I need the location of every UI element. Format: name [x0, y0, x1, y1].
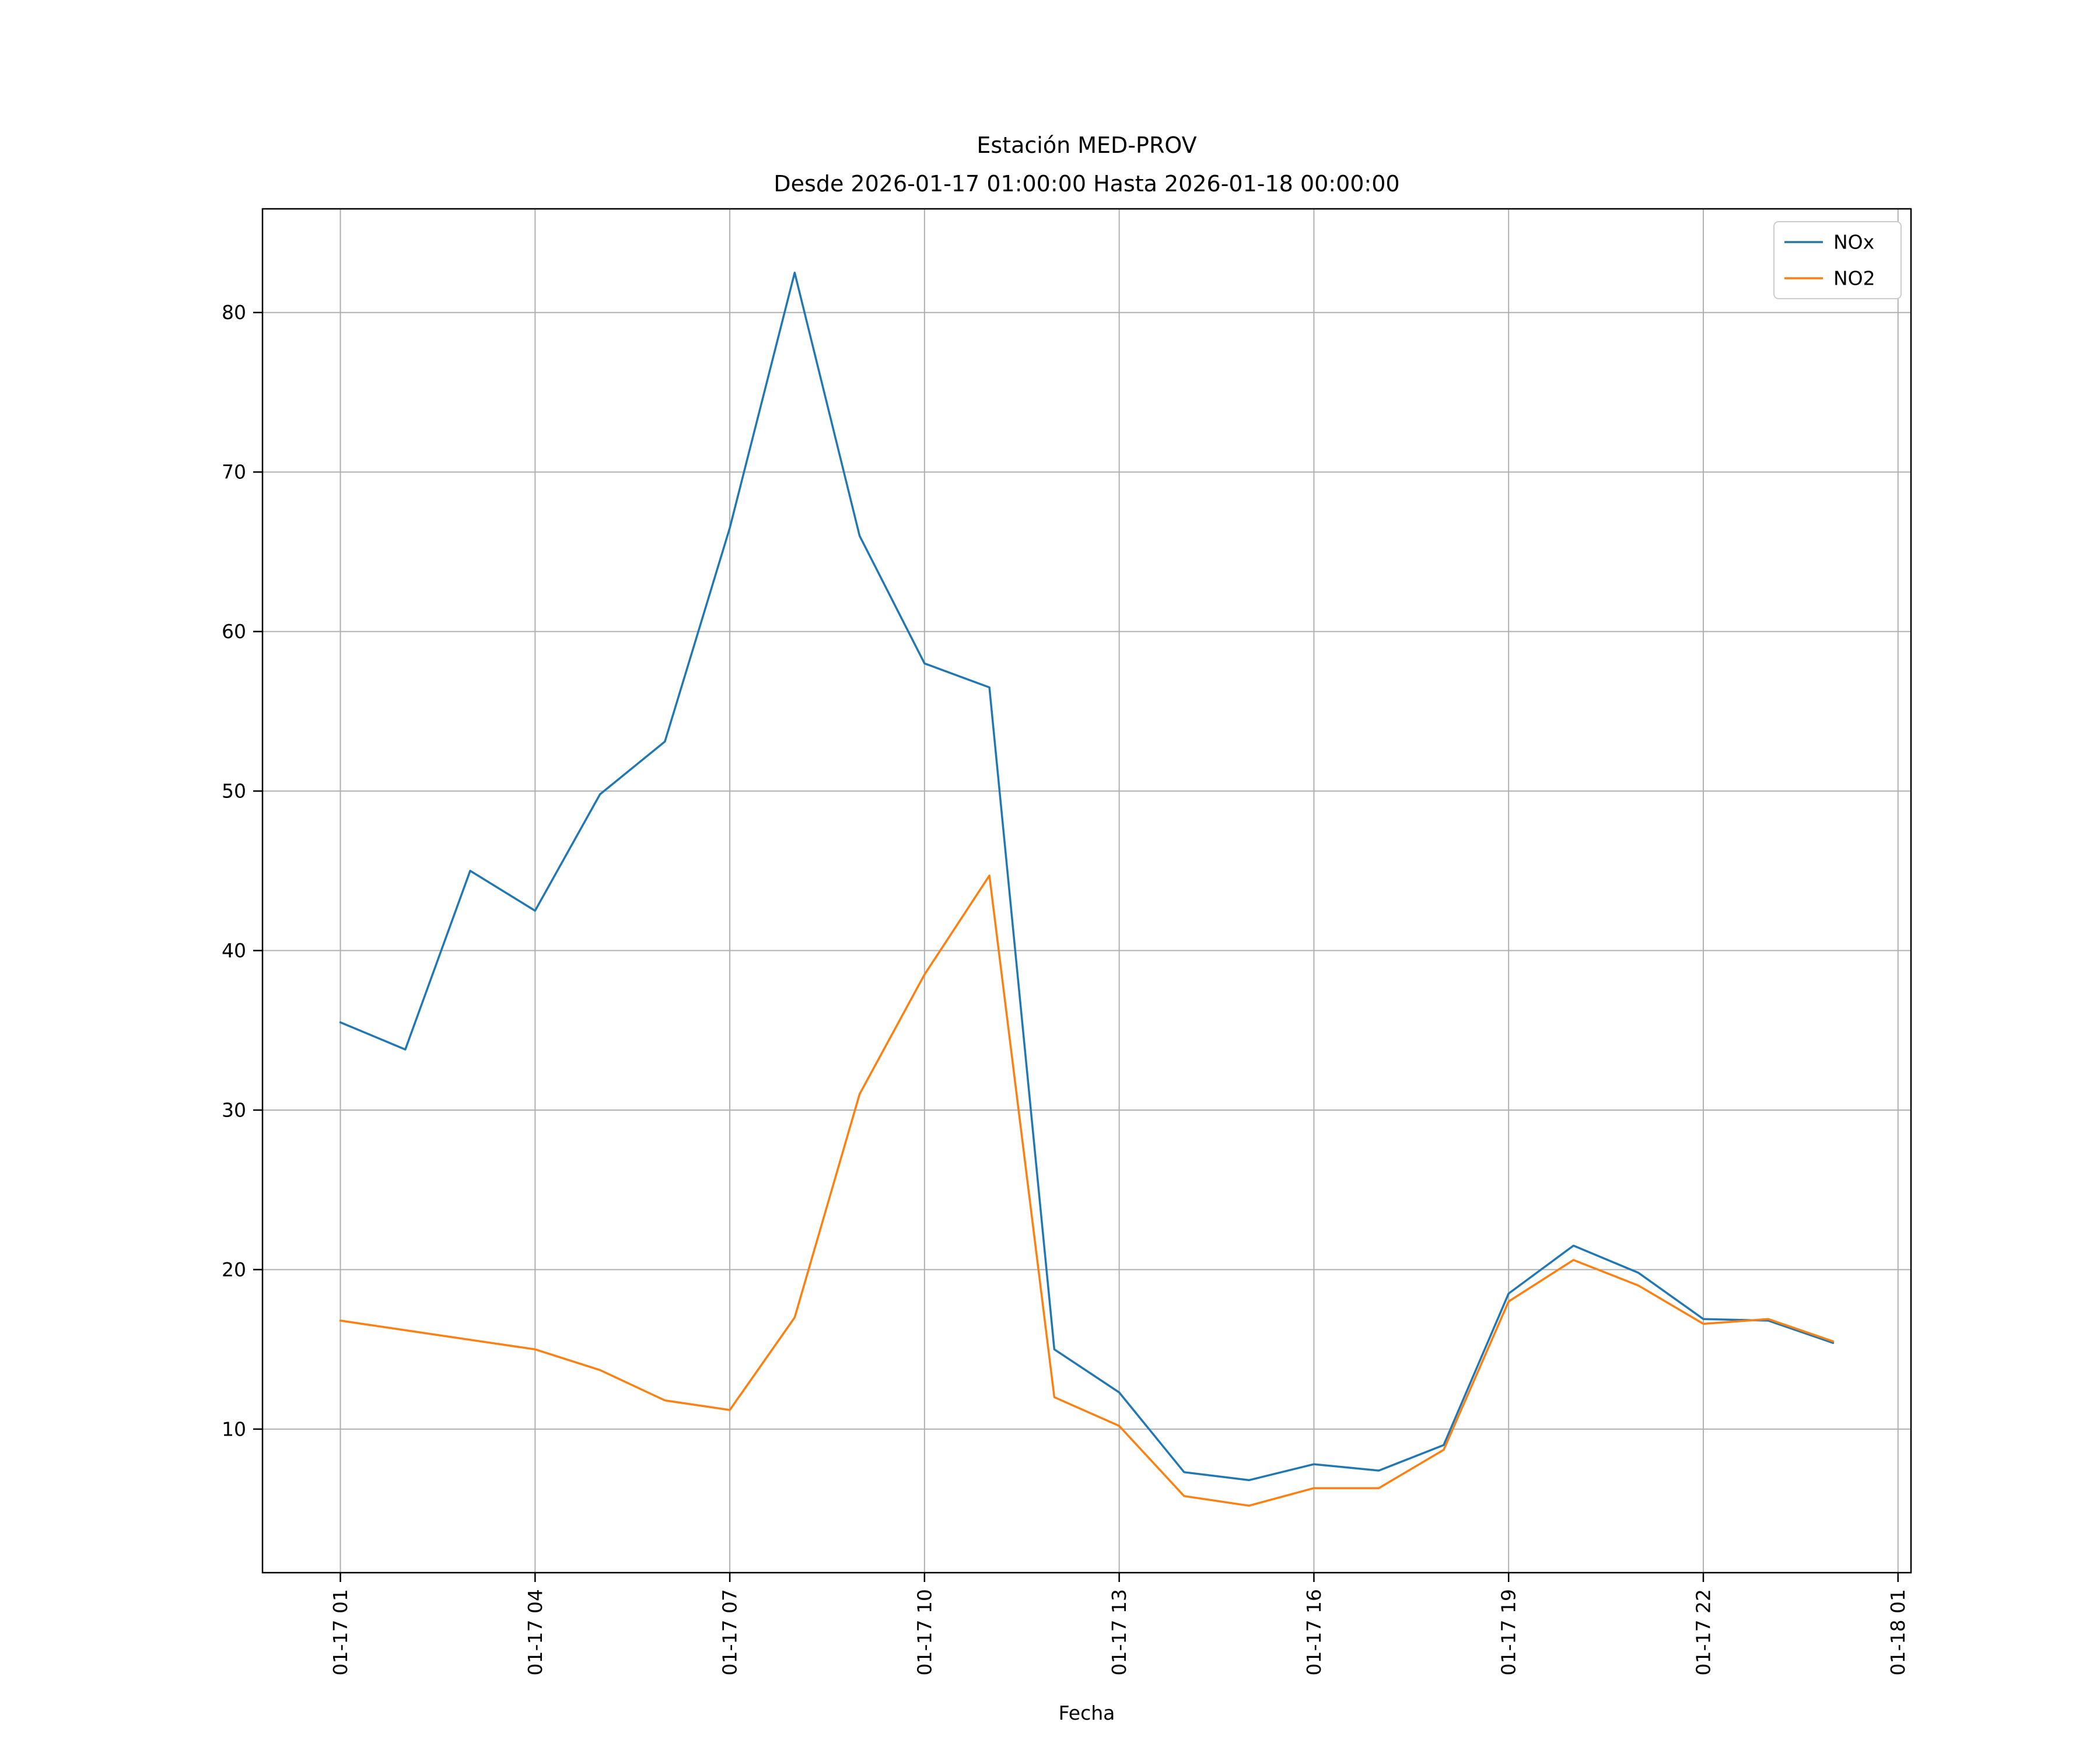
- axis-ticks: [253, 312, 1899, 1582]
- chart-title: Estación MED-PROV: [977, 132, 1196, 158]
- series-line-NOx: [339, 271, 1835, 1482]
- legend: NOx NO2: [1773, 221, 1902, 299]
- y-tick-label: 60: [222, 620, 246, 643]
- y-tick-label: 70: [222, 461, 246, 484]
- series-line-NO2: [339, 874, 1835, 1507]
- x-tick-label: 01-17 19: [1497, 1589, 1520, 1675]
- legend-label-NOx: NOx: [1833, 231, 1874, 254]
- x-tick-label: 01-17 13: [1108, 1589, 1130, 1675]
- chart-subtitle: Desde 2026-01-17 01:00:00 Hasta 2026-01-…: [774, 171, 1399, 197]
- grid-lines: [262, 209, 1911, 1573]
- x-tick-label: 01-17 01: [329, 1589, 352, 1675]
- x-tick-label: 01-17 10: [913, 1589, 936, 1675]
- y-tick-label: 30: [222, 1098, 246, 1121]
- y-tick-label: 10: [222, 1418, 246, 1440]
- x-tick-label: 01-18 01: [1887, 1589, 1909, 1675]
- plot-border: [261, 208, 1912, 1574]
- x-tick-label: 01-17 22: [1692, 1589, 1714, 1675]
- y-tick-label: 50: [222, 780, 246, 803]
- y-tick-label: 20: [222, 1258, 246, 1281]
- x-axis-label: Fecha: [1059, 1702, 1115, 1724]
- legend-label-NO2: NO2: [1833, 267, 1875, 290]
- legend-box: [1773, 221, 1902, 299]
- x-tick-label: 01-17 07: [719, 1589, 741, 1675]
- x-tick-label: 01-17 04: [524, 1589, 547, 1675]
- y-tick-label: 80: [222, 301, 246, 324]
- x-tick-label: 01-17 16: [1303, 1589, 1325, 1675]
- tick-labels: 01-17 01 01-17 04 01-17 07 01-17 10 01-17 13…: [222, 301, 1909, 1675]
- y-tick-label: 40: [222, 939, 246, 962]
- data-series: [339, 271, 1835, 1507]
